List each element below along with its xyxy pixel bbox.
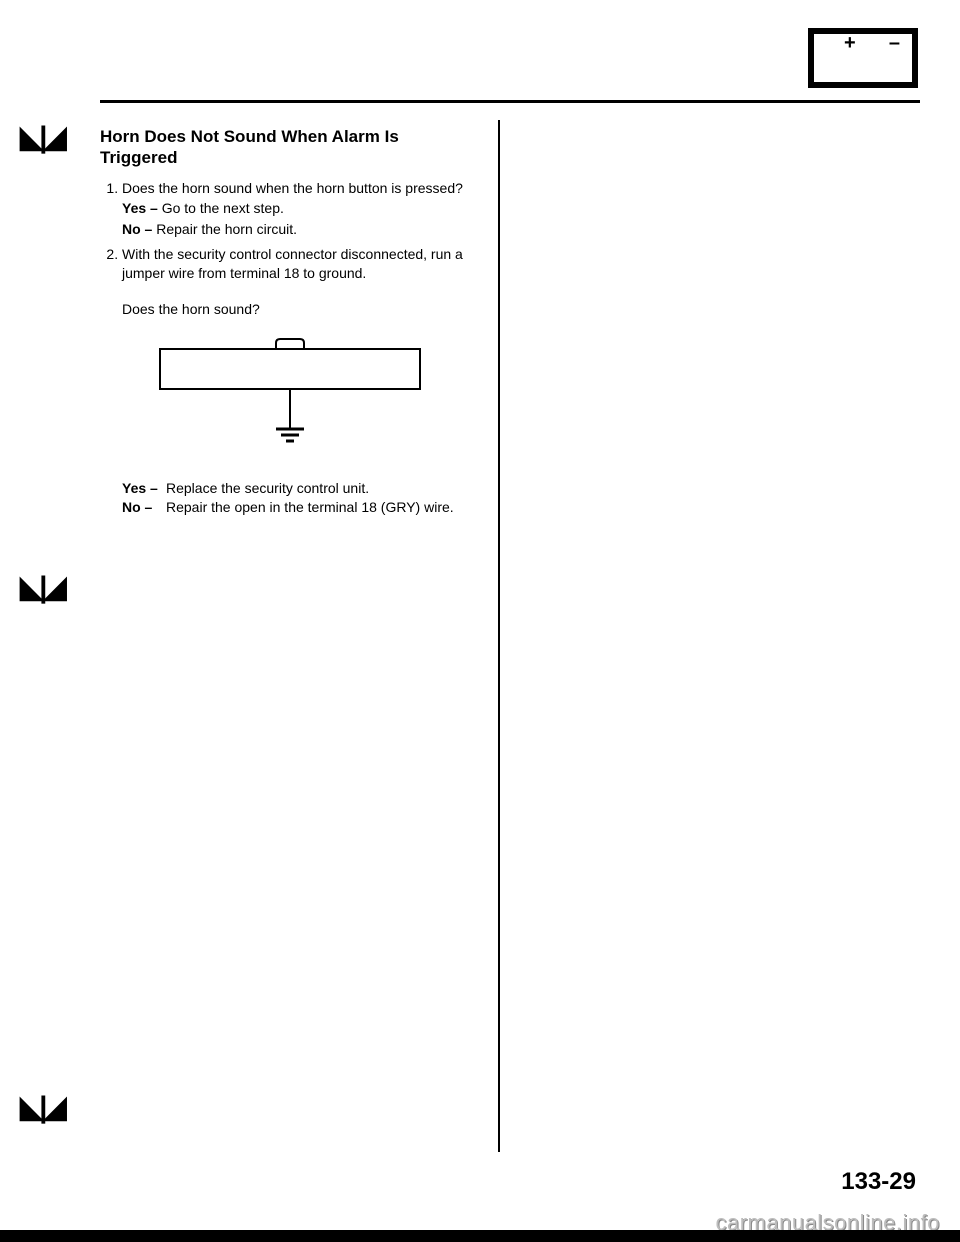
result-yes: Yes – Replace the security control unit. (122, 479, 480, 498)
diagnostic-question: Does the horn sound? (122, 301, 480, 317)
title-line: Triggered (100, 148, 177, 167)
minus-icon: – (889, 32, 900, 55)
binder-mark-icon: ◣|◢ (20, 1090, 63, 1125)
procedure-list: Does the horn sound when the horn button… (122, 179, 480, 283)
binding-gutter: ◣|◢ ◣|◢ ◣|◢ (14, 0, 74, 1242)
section-title: Horn Does Not Sound When Alarm Is Trigge… (100, 126, 480, 169)
page-category-icon: + – (808, 28, 918, 88)
title-line: Horn Does Not Sound When Alarm Is (100, 127, 399, 146)
page-bottom-edge (0, 1230, 960, 1242)
step-item: Does the horn sound when the horn button… (122, 179, 480, 240)
no-text: Repair the horn circuit. (156, 221, 297, 237)
binder-mark-icon: ◣|◢ (20, 570, 63, 605)
yes-result-text: Replace the security control unit. (166, 479, 480, 498)
result-no: No – Repair the open in the terminal 18 … (122, 498, 480, 517)
content-columns: Horn Does Not Sound When Alarm Is Trigge… (100, 120, 920, 1152)
header-rule (100, 100, 920, 103)
right-column (500, 120, 920, 1152)
yes-text: Go to the next step. (162, 200, 284, 216)
yes-label: Yes – (122, 479, 166, 498)
binder-mark-icon: ◣|◢ (20, 120, 63, 155)
page-number: 133-29 (841, 1168, 916, 1196)
no-line: No – Repair the horn circuit. (122, 220, 480, 239)
step-text: Does the horn sound when the horn button… (122, 180, 463, 196)
result-block: Yes – Replace the security control unit.… (122, 479, 480, 517)
step-item: With the security control connector disc… (122, 245, 480, 283)
no-result-text: Repair the open in the terminal 18 (GRY)… (166, 498, 480, 517)
step-text: With the security control connector disc… (122, 246, 463, 281)
yes-line: Yes – Go to the next step. (122, 199, 480, 218)
plus-icon: + (844, 32, 856, 55)
connector-diagram: 12345678910111213141516171819202122 (150, 331, 430, 461)
left-column: Horn Does Not Sound When Alarm Is Trigge… (100, 120, 500, 1152)
no-label: No – (122, 498, 166, 517)
